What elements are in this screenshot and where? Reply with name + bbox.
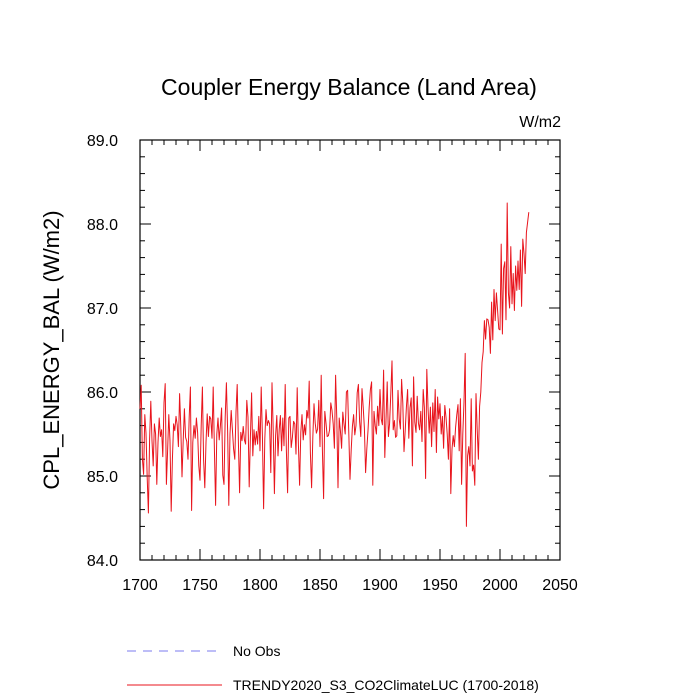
plot-frame	[139, 139, 561, 561]
series-line-0	[139, 202, 530, 527]
y-tick-label: 87.0	[87, 301, 118, 318]
x-tick-label: 1950	[422, 577, 458, 594]
series-layer	[139, 202, 530, 527]
y-axis-label: CPL_ENERGY_BAL (W/m2)	[39, 210, 64, 489]
x-tick-label: 1900	[362, 577, 398, 594]
x-tick-label: 1850	[302, 577, 338, 594]
axis-tick-labels: 1700 1750 1800 1850 1900 1950 2000 2050 84.0 85.0…	[87, 133, 578, 594]
x-tick-label: 2050	[542, 577, 578, 594]
x-tick-label: 1750	[182, 577, 218, 594]
legend: No Obs TRENDY2020_S3_CO2ClimateLUC (1700…	[127, 643, 539, 693]
legend-label-trendy: TRENDY2020_S3_CO2ClimateLUC (1700-2018)	[233, 677, 539, 693]
y-tick-label: 89.0	[87, 133, 118, 150]
y-tick-label: 84.0	[87, 553, 118, 570]
x-tick-label: 1800	[242, 577, 278, 594]
axis-ticks	[139, 139, 561, 561]
legend-label-no-obs: No Obs	[233, 643, 280, 659]
y-tick-label: 88.0	[87, 217, 118, 234]
x-tick-label: 2000	[482, 577, 518, 594]
units-label: W/m2	[519, 114, 561, 131]
x-tick-label: 1700	[122, 577, 158, 594]
y-tick-label: 85.0	[87, 469, 118, 486]
y-tick-label: 86.0	[87, 385, 118, 402]
chart-title: Coupler Energy Balance (Land Area)	[161, 74, 537, 100]
